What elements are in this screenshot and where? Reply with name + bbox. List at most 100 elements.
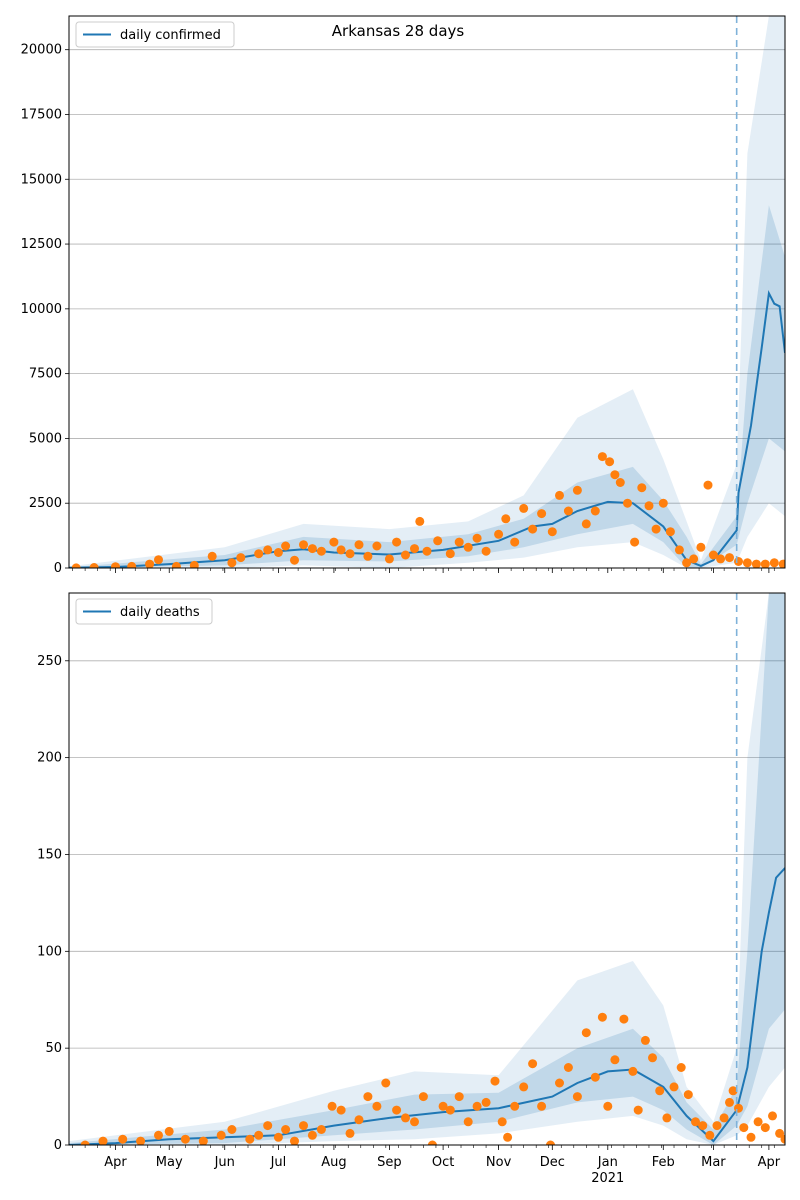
- observed-point: [683, 1090, 693, 1100]
- observed-point: [605, 457, 615, 467]
- legend-box: [75, 598, 213, 625]
- observed-point: [610, 470, 620, 480]
- x-tick-label: Dec: [540, 1155, 565, 1170]
- observed-point: [644, 501, 654, 511]
- observed-point: [327, 1101, 337, 1111]
- observed-point: [780, 1134, 785, 1144]
- observed-point: [290, 1136, 299, 1145]
- observed-point: [528, 524, 538, 534]
- x-tick-label: Jan: [597, 1155, 618, 1170]
- observed-point: [640, 1035, 650, 1045]
- x-tick-label: Sep: [377, 1155, 402, 1170]
- legend-label: daily confirmed: [120, 28, 221, 43]
- observed-point: [392, 537, 402, 547]
- plot-area: [69, 593, 785, 1145]
- observed-point: [307, 544, 317, 554]
- observed-point: [481, 1097, 491, 1107]
- observed-point: [572, 1092, 582, 1102]
- outer-uncertainty-band: [69, 593, 785, 1145]
- observed-point: [682, 558, 692, 568]
- observed-point: [410, 544, 419, 554]
- observed-point: [354, 540, 364, 550]
- observed-point: [725, 553, 734, 563]
- observed-point: [189, 560, 199, 568]
- observed-point: [623, 498, 632, 508]
- observed-point: [336, 1105, 346, 1115]
- x-year-label: 2021: [591, 1171, 624, 1186]
- observed-point: [676, 1063, 686, 1072]
- observed-point: [751, 559, 761, 568]
- observed-point: [519, 503, 529, 513]
- observed-point: [760, 559, 770, 568]
- observed-point: [273, 1132, 283, 1142]
- observed-point: [705, 1130, 715, 1140]
- observed-point: [728, 1086, 738, 1096]
- observed-point: [603, 1101, 613, 1111]
- observed-point: [734, 557, 743, 566]
- observed-point: [651, 524, 661, 534]
- observed-point: [716, 554, 726, 564]
- observed-point: [669, 1082, 679, 1092]
- observed-point: [555, 490, 564, 500]
- observed-point: [307, 1130, 317, 1140]
- legend-box: [75, 21, 235, 48]
- observed-point: [633, 1105, 643, 1115]
- observed-point: [345, 1128, 355, 1138]
- observed-point: [254, 1130, 264, 1140]
- observed-point: [80, 1140, 90, 1145]
- observed-point: [563, 1063, 573, 1072]
- legend: daily deaths: [75, 598, 213, 625]
- observed-point: [555, 1078, 564, 1088]
- observed-point: [769, 558, 779, 568]
- observed-point: [691, 1117, 700, 1127]
- y-tick-label: 150: [37, 847, 62, 862]
- observed-point: [180, 1134, 190, 1144]
- observed-point: [164, 1126, 174, 1136]
- observed-point: [610, 1055, 620, 1065]
- legend: daily confirmed: [75, 21, 235, 48]
- inner-uncertainty-band: [69, 205, 785, 568]
- observed-point: [381, 1078, 391, 1088]
- observed-point: [519, 1082, 529, 1092]
- y-tick-label: 20000: [21, 43, 62, 58]
- observed-point: [572, 485, 582, 495]
- observed-point: [590, 1072, 600, 1082]
- observed-point: [746, 1132, 756, 1142]
- observed-point: [537, 509, 547, 519]
- observed-point: [336, 545, 346, 555]
- y-tick-label: 7500: [29, 367, 62, 382]
- model-line: [69, 290, 785, 568]
- observed-point: [345, 549, 355, 559]
- observed-point: [725, 1097, 734, 1107]
- deaths-panel: 0 50 100 150 200 250 Apr May Jun Jul Aug Sep Oct Nov D…: [37, 592, 786, 1186]
- observed-point: [363, 551, 373, 561]
- observed-point: [472, 1101, 482, 1111]
- x-tick-label: Apr: [104, 1155, 127, 1170]
- x-tick-label: Apr: [758, 1155, 781, 1170]
- observed-point: [658, 498, 668, 508]
- observed-point: [433, 536, 443, 546]
- observed-point: [537, 1101, 547, 1111]
- observed-point: [415, 516, 425, 526]
- y-tick-label: 15000: [21, 172, 62, 187]
- observed-point: [739, 1123, 749, 1133]
- axes-frame: [68, 592, 786, 1146]
- observed-point: [696, 542, 706, 552]
- observed-point: [445, 1105, 455, 1115]
- observed-point: [422, 546, 432, 556]
- x-tick-label: Oct: [432, 1155, 454, 1170]
- y-tick-label: 10000: [21, 302, 62, 317]
- observed-point: [154, 555, 163, 565]
- observed-point: [753, 1117, 763, 1127]
- observed-point: [145, 559, 155, 568]
- x-tick-label: Mar: [701, 1155, 726, 1170]
- observed-point: [227, 1125, 237, 1134]
- y-tick-label: 17500: [21, 107, 62, 122]
- confirmed-panel: 0 2500 5000 7500 10000 12500 15000 17500 20000 da…: [21, 15, 786, 576]
- observed-point: [597, 1012, 607, 1022]
- observed-point: [768, 1111, 777, 1121]
- observed-point: [510, 1101, 520, 1111]
- y-tick-label: 0: [54, 1138, 62, 1153]
- observed-point: [775, 1128, 785, 1138]
- observed-point: [472, 533, 482, 543]
